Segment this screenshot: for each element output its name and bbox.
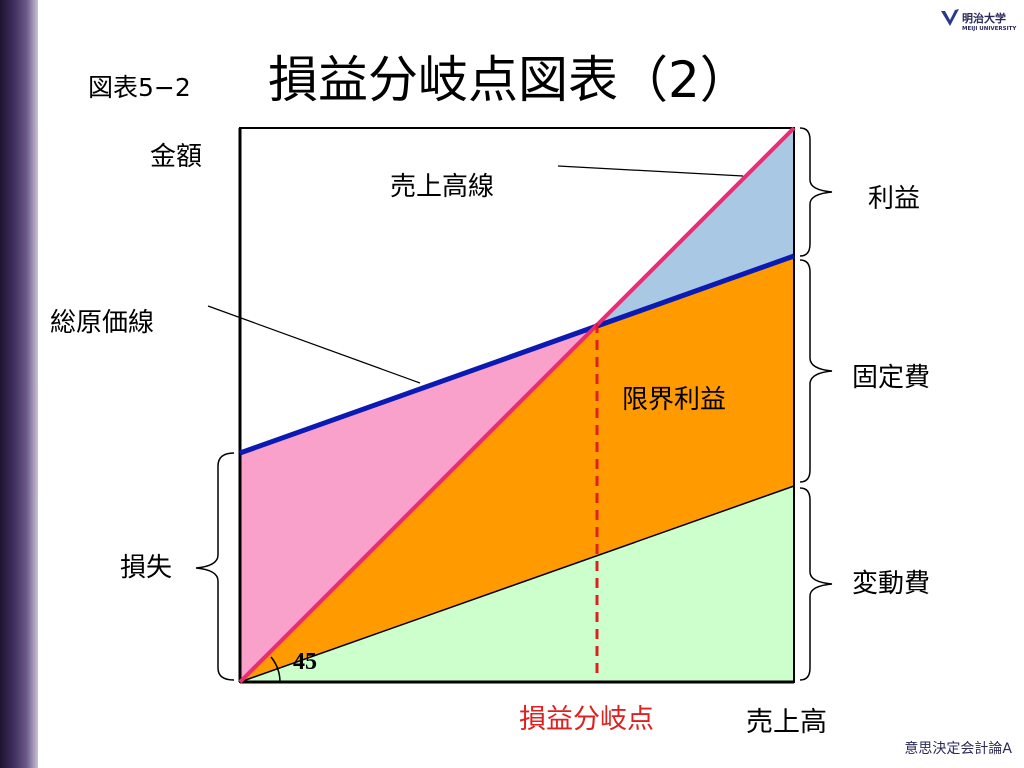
- x-axis-label: 売上高: [746, 707, 827, 738]
- slide-side-bar: [0, 0, 38, 768]
- profit-label: 利益: [868, 184, 921, 214]
- variable-cost-label: 変動費: [852, 569, 931, 599]
- fixed-cost-label: 固定費: [852, 363, 931, 393]
- total-cost-line-leader: [207, 305, 421, 384]
- total-cost-line: [239, 253, 795, 456]
- logo-subtitle: MEIJI UNIVERSITY: [962, 26, 1017, 32]
- marginal-profit-area: [240, 256, 794, 682]
- loss-label: 損失: [120, 553, 173, 583]
- variable-cost-line: [239, 485, 795, 683]
- total-cost-line-label: 総原価線: [50, 308, 155, 338]
- sales-line-leader: [557, 165, 744, 177]
- sales-line: [238, 126, 796, 684]
- university-logo: 明治大学 MEIJI UNIVERSITY: [940, 8, 1020, 44]
- y-axis-label: 金額: [150, 142, 203, 172]
- slide-title: 損益分岐点図表（2）: [268, 51, 750, 109]
- v-mark-icon: [941, 9, 959, 26]
- marginal-profit-label: 限界利益: [622, 385, 727, 415]
- profit-brace: [799, 127, 833, 257]
- footer-course-name: 意思決定会計論A: [904, 741, 1012, 757]
- figure-number: 図表5−2: [88, 73, 191, 102]
- break-even-label: 損益分岐点: [519, 704, 654, 735]
- angle-label: 45: [293, 649, 317, 675]
- angle-arc: [270, 656, 281, 683]
- variable-cost-brace: [799, 487, 833, 681]
- logo-name: 明治大学: [962, 12, 1006, 25]
- sales-line-label: 売上高線: [390, 172, 495, 202]
- loss-brace: [195, 452, 235, 681]
- fixed-cost-brace: [799, 259, 833, 483]
